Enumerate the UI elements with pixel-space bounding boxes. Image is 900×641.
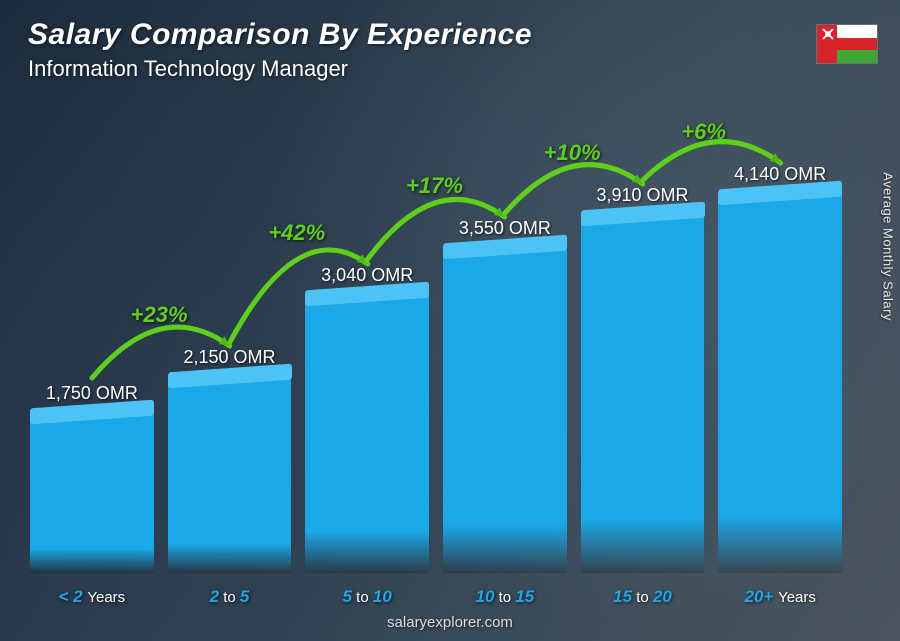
bar-category-label: 20+ Years <box>710 587 850 607</box>
pct-increase-badge: +23% <box>131 302 188 328</box>
bar-category-label: 2 to 5 <box>160 587 300 607</box>
bar-group: 1,750 OMR< 2 Years <box>30 383 154 573</box>
bar-category-label: 10 to 15 <box>435 587 575 607</box>
pct-increase-badge: +10% <box>544 140 601 166</box>
flag-icon <box>816 24 878 64</box>
bar-group: 3,550 OMR10 to 15 <box>443 218 567 573</box>
bar <box>718 193 842 573</box>
bar <box>30 412 154 573</box>
pct-increase-badge: +42% <box>268 220 325 246</box>
bar-category-label: 5 to 10 <box>297 587 437 607</box>
bar <box>443 247 567 573</box>
chart-subtitle: Information Technology Manager <box>28 56 532 82</box>
bar <box>581 214 705 573</box>
chart-title: Salary Comparison By Experience <box>28 18 532 52</box>
bar <box>168 376 292 573</box>
footer-attribution: salaryexplorer.com <box>0 614 900 631</box>
bar-group: 3,040 OMR5 to 10 <box>305 265 429 573</box>
bar <box>305 294 429 573</box>
bar-group: 3,910 OMR15 to 20 <box>581 185 705 573</box>
pct-increase-badge: +6% <box>681 119 726 145</box>
pct-increase-badge: +17% <box>406 173 463 199</box>
bar-group: 2,150 OMR2 to 5 <box>168 347 292 573</box>
chart-header: Salary Comparison By Experience Informat… <box>28 18 532 82</box>
bar-category-label: < 2 Years <box>22 587 162 607</box>
bar-category-label: 15 to 20 <box>573 587 713 607</box>
bar-group: 4,140 OMR20+ Years <box>718 164 842 573</box>
y-axis-label: Average Monthly Salary <box>881 172 896 321</box>
bar-chart: 1,750 OMR< 2 Years2,150 OMR2 to 53,040 O… <box>30 93 842 573</box>
